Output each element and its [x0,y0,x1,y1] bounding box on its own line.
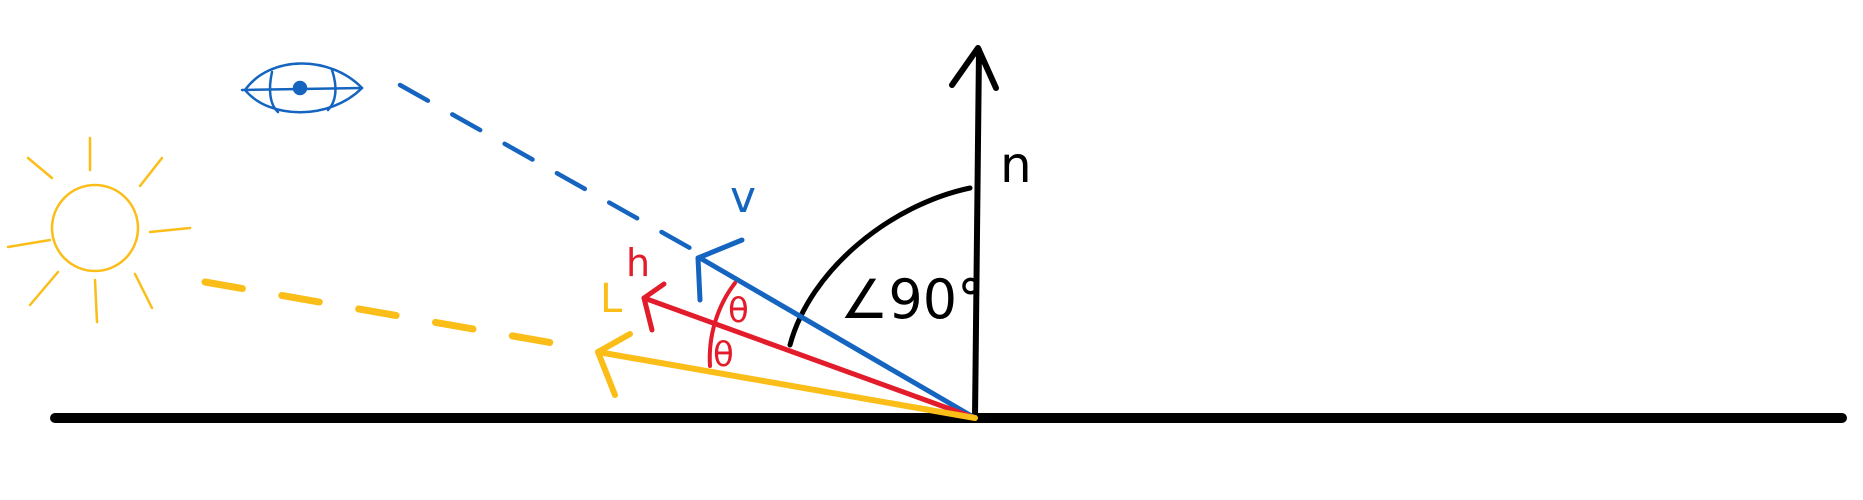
view-vector [695,237,978,421]
light-vector [595,331,978,421]
light-ray-dashed [201,278,574,350]
angle-90-label: ∠90° [840,268,984,331]
theta-lower-label: θ [713,335,734,375]
normal-vector [949,45,999,421]
light-label: L [600,276,623,322]
view-ray-dashed [397,82,693,251]
theta-arc [707,281,737,368]
view-label: v [730,172,756,223]
half-label: h [626,241,650,285]
eye-icon [240,62,364,114]
theta-upper-label: θ [728,291,749,331]
sun-icon [6,136,192,324]
half-vector [641,281,978,421]
normal-label: n [1000,136,1032,194]
